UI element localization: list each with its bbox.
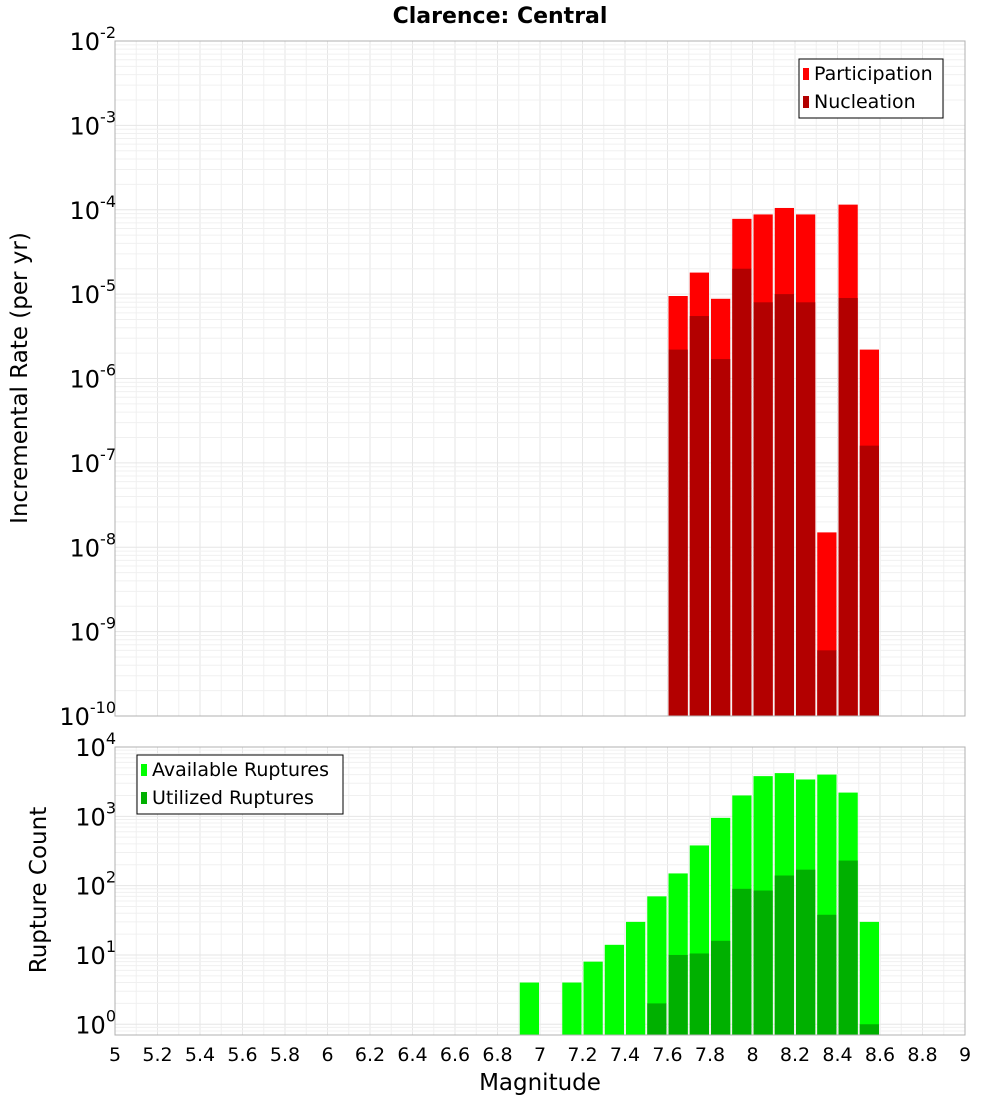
x-tick-label: 6.2: [355, 1044, 385, 1066]
legend-label: Available Ruptures: [152, 759, 329, 781]
top-bar-nucleation: [753, 302, 773, 716]
bottom-bar-utilized-ruptures: [817, 914, 837, 1035]
legend-swatch: [803, 96, 809, 108]
x-tick-label: 8: [746, 1044, 758, 1066]
x-tick-label: 8.8: [907, 1044, 937, 1066]
x-tick-label: 6: [321, 1044, 333, 1066]
y-tick-label: 10-5: [70, 276, 117, 309]
bottom-bar-available-ruptures: [626, 921, 646, 1035]
chart-title: Clarence: Central: [393, 4, 608, 29]
legend-swatch: [141, 792, 147, 804]
x-tick-label: 8.6: [865, 1044, 895, 1066]
x-tick-label: 7: [534, 1044, 546, 1066]
y-tick-label: 100: [75, 1006, 116, 1039]
top-bar-nucleation: [711, 359, 731, 716]
x-tick-label: 5.4: [185, 1044, 215, 1066]
y-tick-label: 104: [75, 729, 116, 762]
top-bar-nucleation: [689, 316, 709, 716]
top-y-axis-label: Incremental Rate (per yr): [7, 232, 33, 524]
bottom-bar-utilized-ruptures: [774, 875, 794, 1035]
x-tick-label: 7.6: [652, 1044, 682, 1066]
y-tick-label: 10-10: [59, 698, 116, 731]
bottom-bar-utilized-ruptures: [732, 888, 752, 1035]
x-tick-label: 6.6: [440, 1044, 470, 1066]
x-tick-label: 9: [959, 1044, 971, 1066]
bottom-bar-available-ruptures: [583, 961, 603, 1035]
x-tick-label: 5: [109, 1044, 121, 1066]
bottom-bar-available-ruptures: [562, 982, 582, 1035]
bottom-bar-utilized-ruptures: [647, 1003, 667, 1035]
y-tick-label: 10-8: [70, 529, 117, 562]
x-tick-label: 7.4: [610, 1044, 640, 1066]
y-tick-label: 10-4: [70, 192, 117, 225]
y-tick-label: 10-9: [70, 614, 117, 647]
top-bar-nucleation: [774, 294, 794, 716]
bottom-bar-utilized-ruptures: [711, 940, 731, 1035]
x-tick-label: 5.2: [142, 1044, 172, 1066]
bottom-bar-utilized-ruptures: [838, 860, 858, 1035]
top-bar-nucleation: [668, 349, 688, 716]
legend-box: [136, 754, 344, 815]
top-bar-nucleation: [859, 445, 879, 716]
plot-frame: [114, 40, 966, 717]
x-tick-label: 8.4: [822, 1044, 852, 1066]
x-tick-label: 6.8: [482, 1044, 512, 1066]
y-tick-label: 101: [75, 937, 116, 970]
x-tick-label: 5.6: [227, 1044, 257, 1066]
bottom-bar-utilized-ruptures: [753, 890, 773, 1035]
legend-label: Utilized Ruptures: [152, 787, 314, 809]
bottom-bar-utilized-ruptures: [689, 953, 709, 1035]
y-tick-label: 10-6: [70, 361, 117, 394]
legend-swatch: [803, 68, 809, 80]
top-bar-nucleation: [838, 297, 858, 716]
top-panel: 10-2 10-3 10-4 10-5 10-6 10-7 10-8 10-9 10-10 Par…: [59, 23, 966, 731]
bottom-bar-utilized-ruptures: [859, 1024, 879, 1035]
x-tick-label: 6.4: [397, 1044, 427, 1066]
bottom-bar-available-ruptures: [604, 944, 624, 1035]
y-tick-label: 10-2: [70, 23, 117, 56]
plot-frame: [114, 746, 966, 1036]
x-axis-label: Magnitude: [479, 1070, 601, 1096]
y-tick-label: 103: [75, 798, 116, 831]
bottom-y-axis-label: Rupture Count: [26, 807, 52, 973]
top-bar-nucleation: [796, 302, 816, 716]
legend: Available Ruptures Utilized Ruptures: [136, 754, 344, 815]
bottom-panel: 104 103 102 101 100 Available Ruptures Utilize…: [75, 729, 971, 1066]
legend-label: Participation: [814, 63, 933, 85]
y-tick-label: 10-3: [70, 107, 117, 140]
bottom-bar-utilized-ruptures: [796, 869, 816, 1035]
top-bar-nucleation: [817, 650, 837, 716]
legend: Participation Nucleation: [798, 58, 944, 119]
x-tick-label: 8.2: [780, 1044, 810, 1066]
x-tick-label: 5.8: [270, 1044, 300, 1066]
y-tick-label: 10-7: [70, 445, 117, 478]
bottom-bar-available-ruptures: [859, 921, 879, 1035]
y-tick-label: 102: [75, 868, 116, 901]
legend-swatch: [141, 764, 147, 776]
legend-box: [798, 58, 944, 119]
bottom-bar-utilized-ruptures: [668, 954, 688, 1035]
bottom-bar-available-ruptures: [519, 982, 539, 1035]
x-tick-label: 7.2: [567, 1044, 597, 1066]
x-tick-label: 7.8: [695, 1044, 725, 1066]
bottom-bar-available-ruptures: [647, 896, 667, 1035]
top-bar-nucleation: [732, 268, 752, 716]
legend-label: Nucleation: [814, 91, 916, 113]
